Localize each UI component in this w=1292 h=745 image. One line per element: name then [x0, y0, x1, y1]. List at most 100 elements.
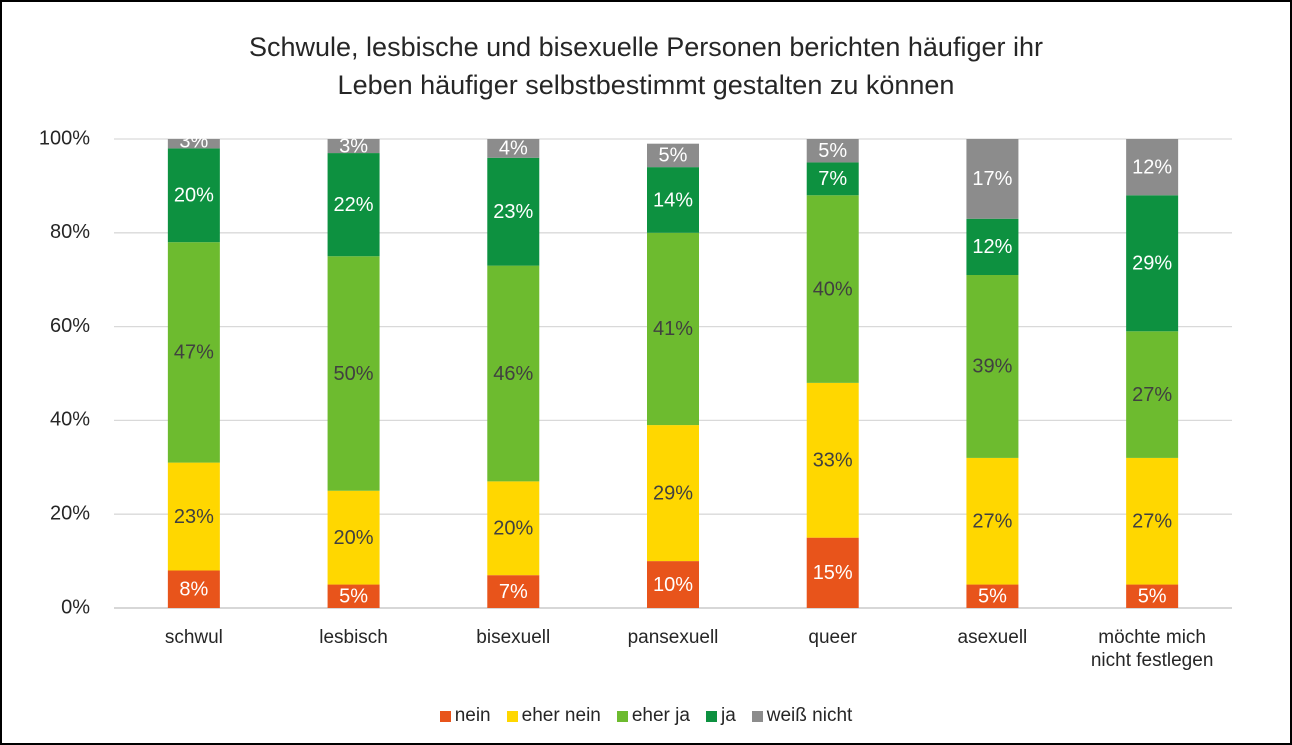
data-label: 5%: [659, 145, 688, 167]
x-tick-label: bisexuell: [476, 627, 551, 648]
data-label: 20%: [493, 518, 533, 540]
y-tick-label: 20%: [50, 502, 90, 524]
legend-item: eher nein: [506, 705, 601, 727]
data-label: 47%: [174, 342, 214, 364]
bar-segment: [167, 462, 220, 571]
data-label: 5%: [1138, 586, 1167, 608]
data-label: 8%: [179, 579, 208, 601]
data-label: 39%: [972, 356, 1012, 378]
legend-swatch: [506, 710, 518, 722]
data-label: 23%: [174, 506, 214, 528]
legend-label: ja: [720, 705, 736, 726]
legend-label: nein: [454, 705, 491, 726]
data-label: 27%: [1132, 384, 1172, 406]
data-label: 5%: [818, 140, 847, 162]
data-label: 4%: [499, 138, 528, 160]
data-label: 41%: [653, 318, 693, 340]
data-label: 27%: [972, 511, 1012, 533]
data-label: 12%: [1132, 156, 1172, 178]
data-label: 12%: [972, 236, 1012, 258]
legend-item: eher ja: [616, 705, 690, 727]
x-tick-label: pansexuell: [627, 627, 719, 648]
legend: nein eher nein eher ja ja weiß nicht: [2, 705, 1290, 727]
bar-segment: [966, 275, 1019, 458]
legend-item: weiß nicht: [751, 705, 853, 727]
x-tick-label: asexuell: [957, 627, 1028, 648]
bar-segment: [647, 167, 699, 233]
bar-segment: [647, 143, 699, 168]
bar-segment: [647, 232, 699, 426]
bar-segment: [647, 425, 699, 562]
bar-segment: [487, 481, 540, 576]
legend-label: eher ja: [631, 705, 690, 726]
data-label: 40%: [813, 278, 853, 300]
bar-segment: [1126, 139, 1179, 196]
data-label: 7%: [818, 168, 847, 190]
data-label: 27%: [1132, 511, 1172, 533]
bar-segment: [167, 570, 220, 608]
legend-item: nein: [439, 705, 491, 727]
bar-segment: [327, 139, 380, 154]
y-tick-label: 60%: [50, 315, 90, 337]
legend-label: eher nein: [521, 705, 601, 726]
data-label: 23%: [493, 201, 533, 223]
bar-segment: [806, 162, 859, 196]
legend-swatch: [705, 710, 717, 722]
y-tick-label: 100%: [39, 127, 90, 149]
bar-segment: [1126, 331, 1179, 458]
bar-segment: [806, 382, 859, 538]
data-label: 3%: [179, 131, 208, 153]
y-tick-label: 0%: [61, 596, 90, 618]
legend-item: ja: [705, 705, 736, 727]
bar-segment: [966, 139, 1019, 219]
bar-segment: [806, 537, 859, 608]
y-tick-label: 80%: [50, 221, 90, 243]
y-tick-label: 40%: [50, 409, 90, 431]
bar-segment: [487, 265, 540, 482]
data-label: 14%: [653, 189, 693, 211]
bar-segment: [487, 157, 540, 266]
x-tick-label: queer: [808, 627, 857, 648]
bar-segment: [167, 148, 220, 243]
bar-segment: [966, 218, 1019, 276]
chart-title: Schwule, lesbische und bisexuelle Person…: [249, 32, 1043, 100]
bar-segment: [487, 139, 540, 158]
data-label: 7%: [499, 581, 528, 603]
legend-swatch: [751, 710, 763, 722]
bar-segment: [806, 139, 859, 163]
legend-label: weiß nicht: [766, 705, 853, 726]
bar-segment: [167, 242, 220, 463]
bar-segment: [327, 153, 380, 257]
data-label: 33%: [813, 450, 853, 472]
labels: 0% 20% 40% 60% 80% 100% 8% 23% 47% 20% 3% 5% 20% 50% 2…: [39, 127, 1173, 618]
data-label: 5%: [978, 586, 1007, 608]
data-label: 10%: [653, 574, 693, 596]
data-label: 29%: [653, 482, 693, 504]
data-label: 46%: [493, 363, 533, 385]
data-label: 15%: [813, 562, 853, 584]
bar-segment: [1126, 195, 1179, 332]
data-label: 20%: [334, 527, 374, 549]
bar-segment: [806, 195, 859, 383]
bar-segment: [327, 490, 380, 585]
data-label: 50%: [334, 363, 374, 385]
bar-segment: [966, 457, 1019, 585]
bar-segment: [327, 256, 380, 491]
x-tick-label: schwul: [164, 627, 223, 648]
bar-segment: [167, 139, 220, 149]
x-tick-label: lesbisch: [319, 627, 388, 648]
bar-segment: [966, 584, 1019, 608]
data-label: 3%: [339, 135, 368, 157]
data-label: 5%: [339, 586, 368, 608]
bar-segment: [1126, 457, 1179, 585]
bar-segment: [1126, 584, 1179, 608]
data-label: 20%: [174, 185, 214, 207]
data-label: 17%: [972, 168, 1012, 190]
bars: [167, 139, 1179, 608]
data-label: 22%: [334, 194, 374, 216]
bar-segment: [487, 575, 540, 608]
bar-segment: [647, 561, 699, 608]
data-label: 29%: [1132, 253, 1172, 275]
